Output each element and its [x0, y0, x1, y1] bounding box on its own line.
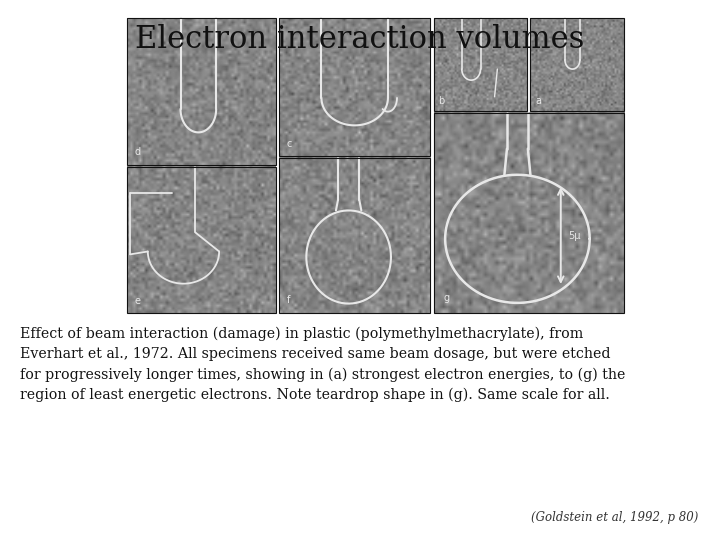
Bar [433, 18, 527, 111]
Text: Effect of beam interaction (damage) in plastic (polymethylmethacrylate), from
Ev: Effect of beam interaction (damage) in p… [20, 327, 626, 402]
Text: Electron interaction volumes: Electron interaction volumes [135, 24, 585, 55]
Text: c: c [287, 139, 292, 148]
Text: a: a [535, 96, 541, 106]
Text: e: e [135, 295, 140, 306]
Text: d: d [135, 147, 140, 157]
Text: f: f [287, 295, 290, 305]
Text: (Goldstein et al, 1992, p 80): (Goldstein et al, 1992, p 80) [531, 511, 698, 524]
Bar [433, 113, 624, 313]
Bar [279, 158, 431, 313]
Bar [127, 167, 276, 313]
Bar [127, 18, 276, 165]
Text: b: b [438, 96, 445, 106]
Text: 5µ: 5µ [568, 231, 581, 241]
Text: g: g [444, 293, 449, 303]
Bar [279, 18, 431, 156]
Bar [531, 18, 624, 111]
